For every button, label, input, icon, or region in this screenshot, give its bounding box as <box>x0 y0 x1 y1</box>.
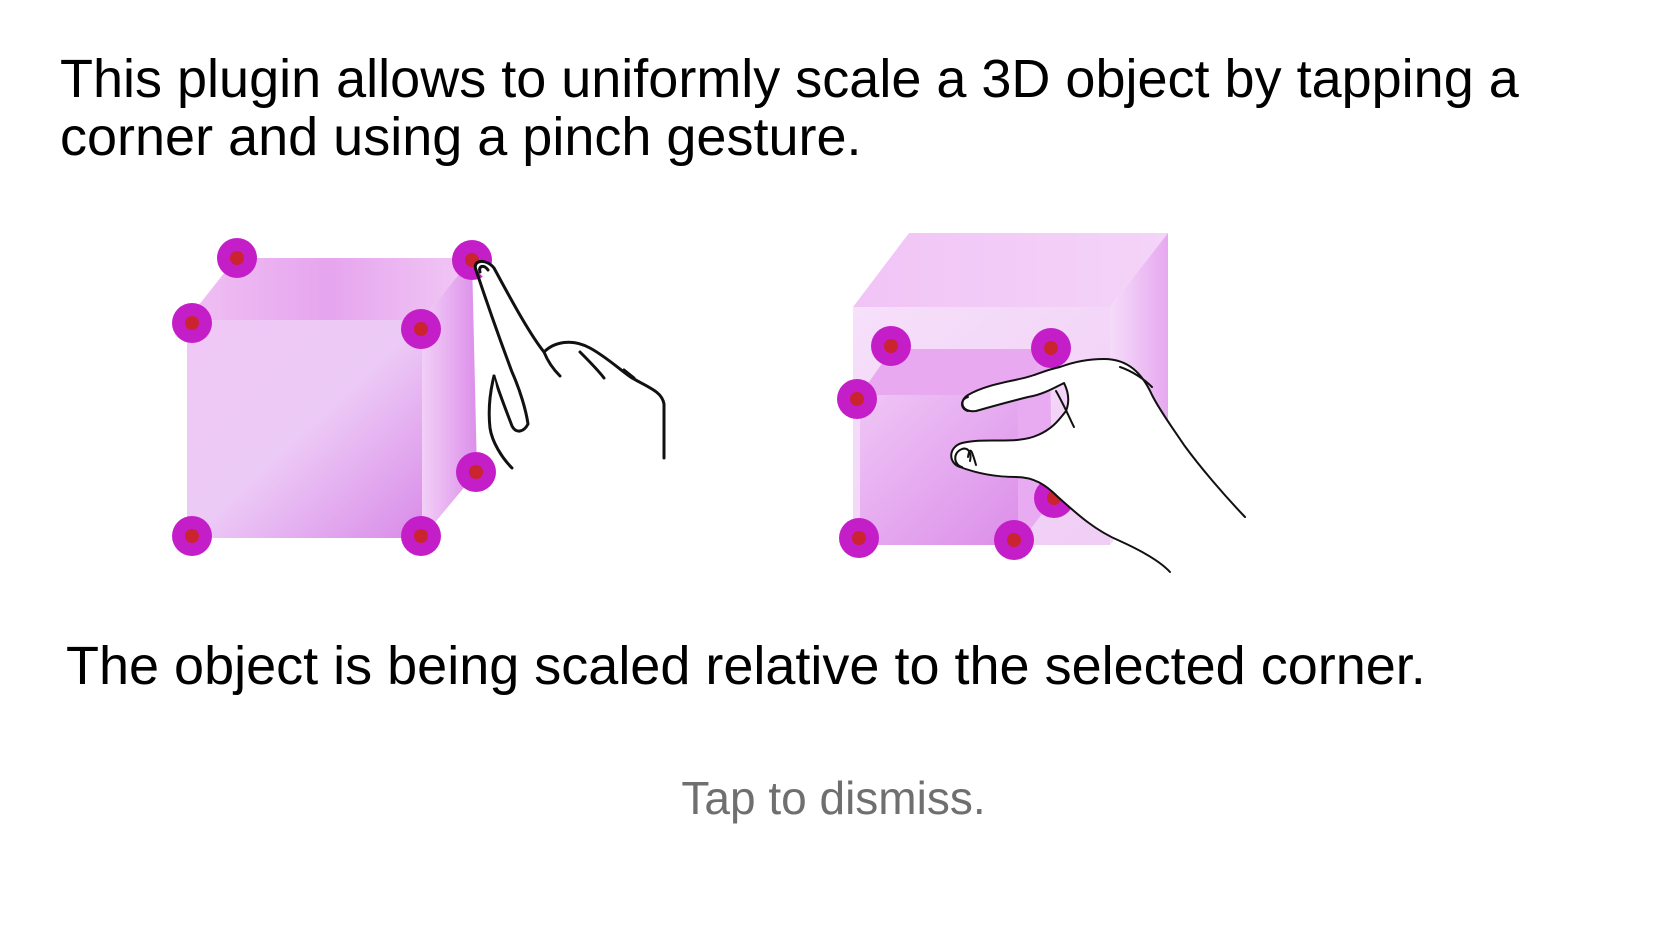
corner-handle[interactable] <box>837 379 877 419</box>
corner-handle[interactable] <box>1031 328 1071 368</box>
corner-handles <box>172 238 496 556</box>
corner-handle[interactable] <box>871 326 911 366</box>
corner-handle[interactable] <box>994 520 1034 560</box>
instruction-text: This plugin allows to uniformly scale a … <box>60 49 1519 167</box>
corner-handle[interactable] <box>172 516 212 556</box>
cube-shape <box>187 258 477 538</box>
tap-corner-illustration <box>172 238 666 556</box>
hand-pointer-icon <box>473 260 666 470</box>
corner-handle[interactable] <box>401 516 441 556</box>
pinch-scale-illustration <box>837 233 1246 573</box>
corner-handle[interactable] <box>456 452 496 492</box>
corner-handle[interactable] <box>401 309 441 349</box>
tap-to-dismiss-button[interactable]: Tap to dismiss. <box>681 772 986 824</box>
caption-text: The object is being scaled relative to t… <box>66 636 1426 696</box>
hand-pinch-icon <box>950 358 1246 573</box>
corner-handle[interactable] <box>839 518 879 558</box>
corner-handles <box>837 326 1074 560</box>
corner-handle[interactable] <box>172 303 212 343</box>
corner-handle[interactable] <box>217 238 257 278</box>
